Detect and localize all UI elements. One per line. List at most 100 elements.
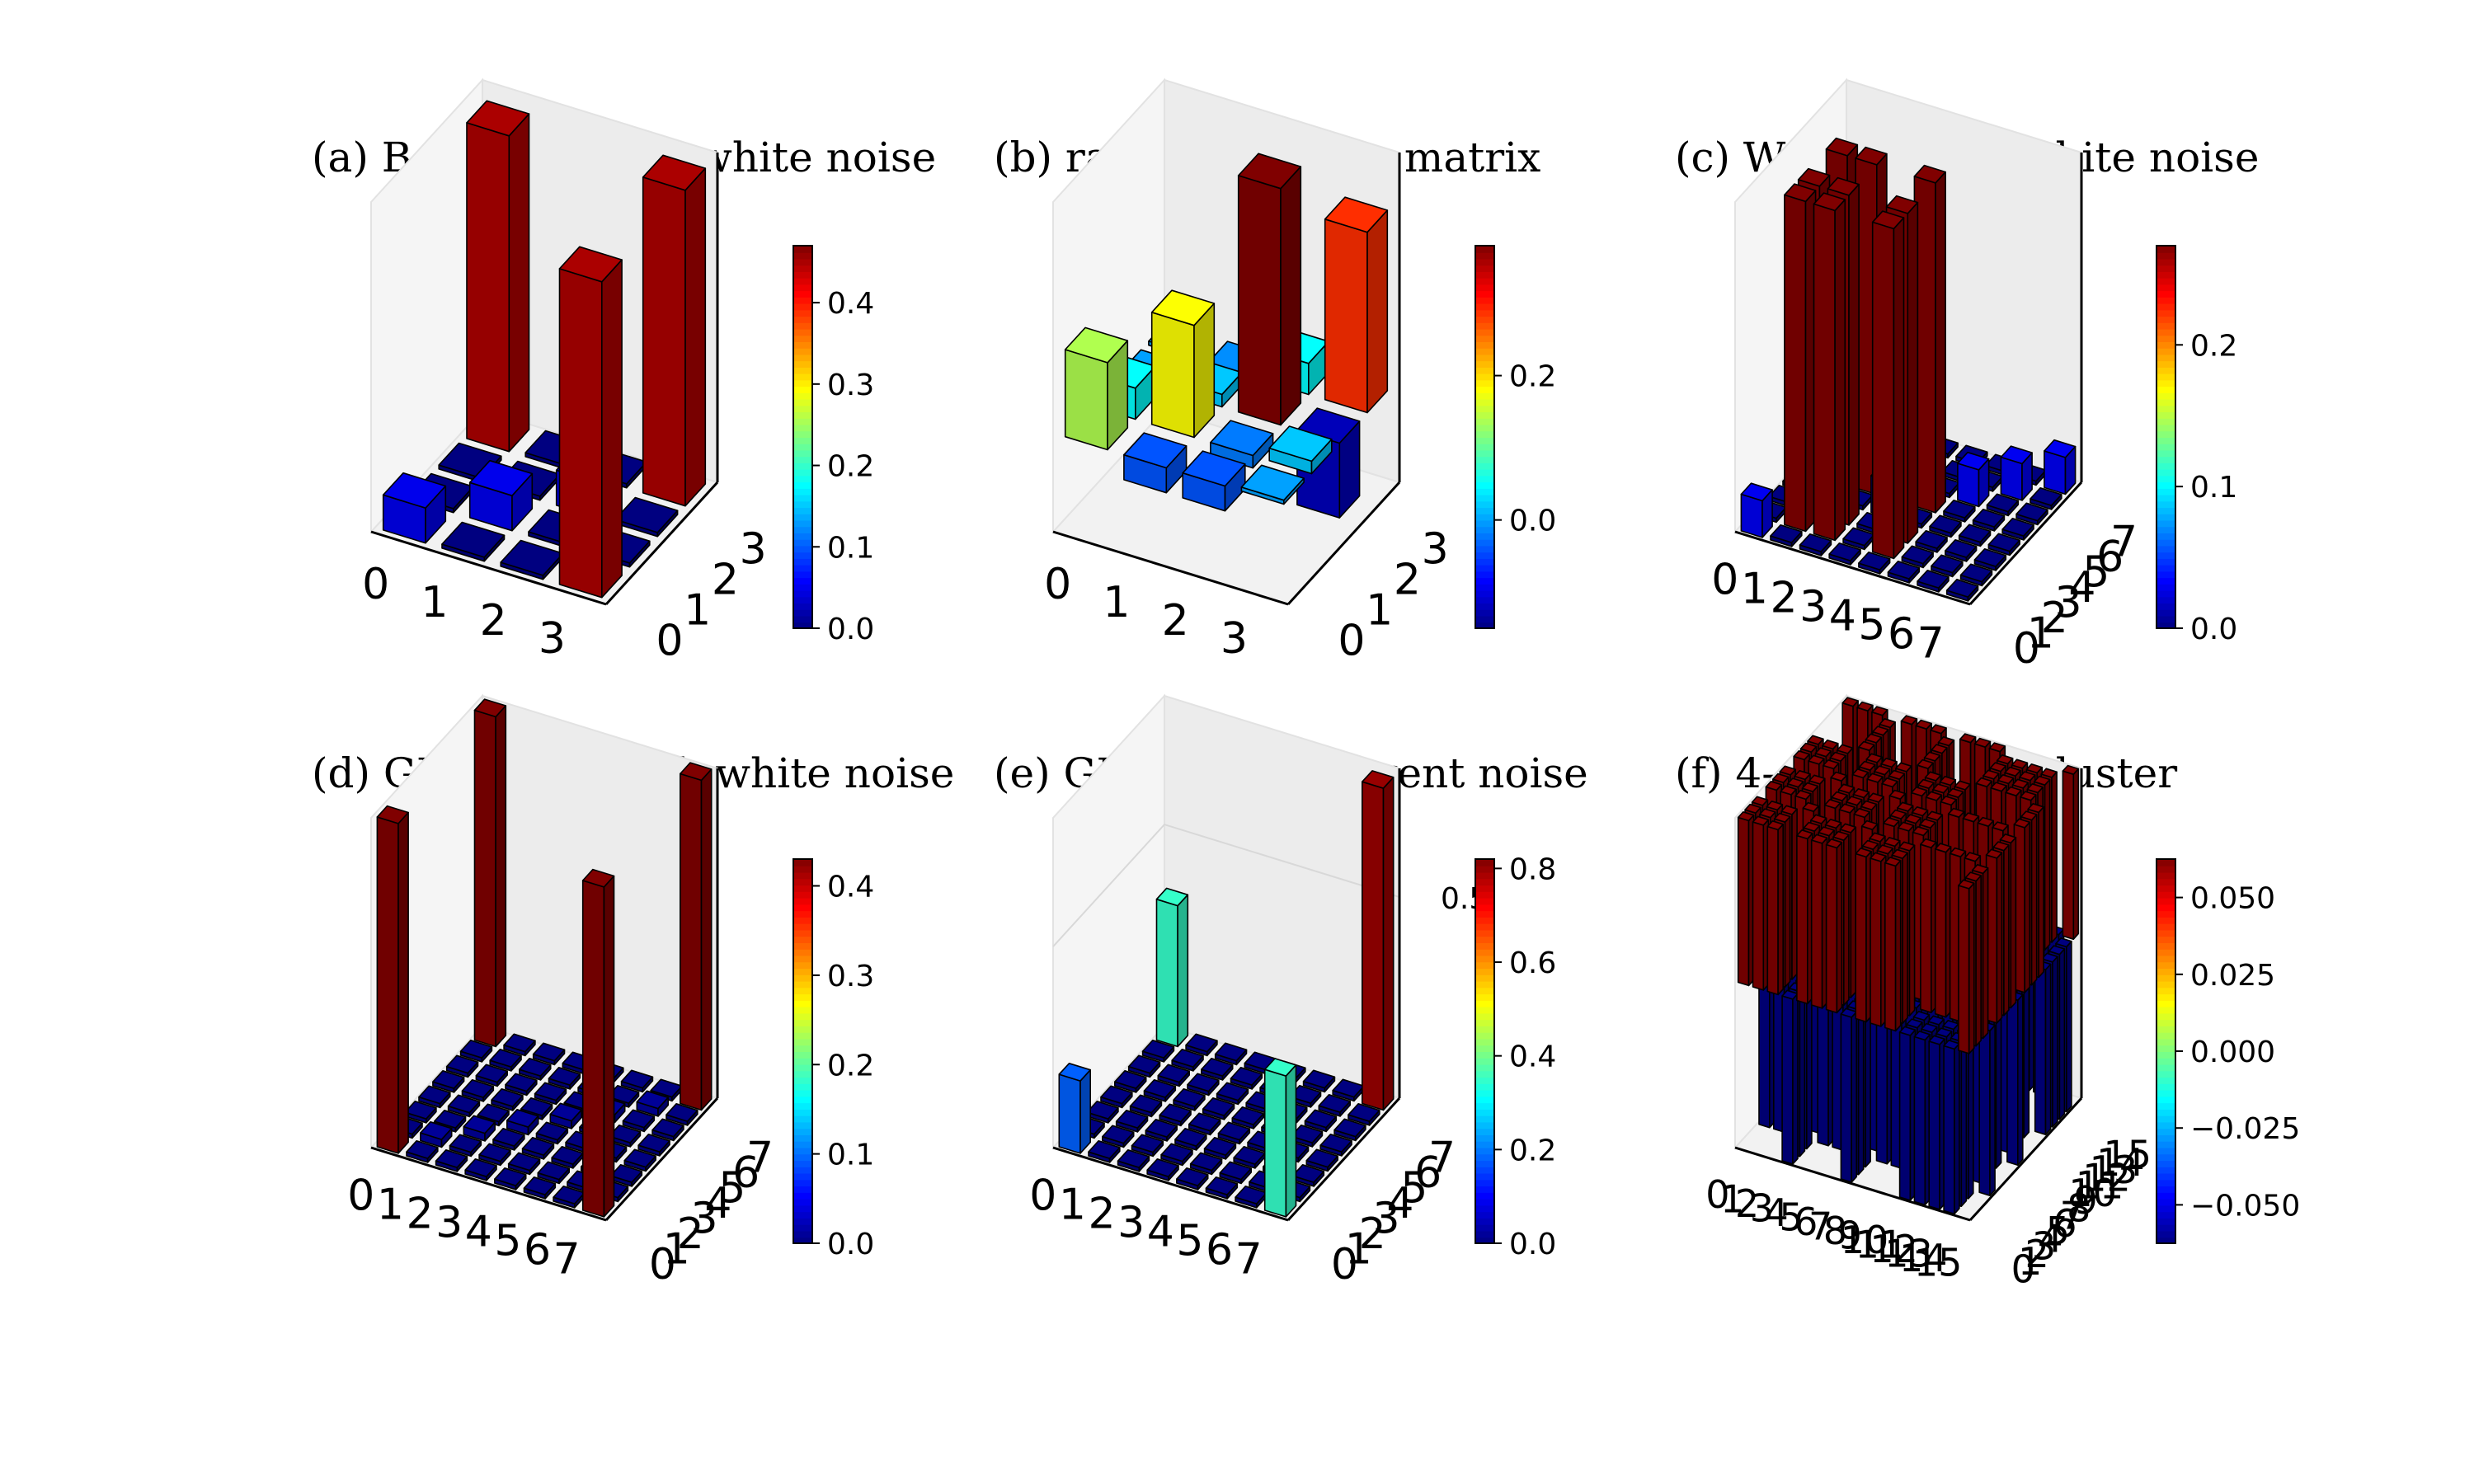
bar-top-face (1333, 1118, 1366, 1138)
colorbar-segment (793, 322, 812, 330)
colorbar-segment (793, 468, 812, 477)
bar-top-face (433, 1110, 467, 1129)
bar-top-face (477, 1103, 510, 1123)
bar-top-face (1929, 514, 1962, 534)
colorbar-segment (2157, 1172, 2175, 1181)
bar (1201, 1058, 1234, 1081)
bar-top-face (491, 1088, 524, 1107)
bar-top-face (1201, 1058, 1234, 1077)
colorbar-segment (2157, 424, 2175, 432)
bar-top-face (1102, 1125, 1135, 1144)
bar-top-face (1779, 765, 1796, 776)
colorbar-segment (1475, 859, 1494, 866)
bar-top-face (1822, 739, 1839, 750)
bar-top-face (1898, 1026, 1917, 1036)
x-tick-label: 2 (1089, 1190, 1116, 1239)
colorbar-segment (1475, 608, 1494, 617)
bar-top-face (2001, 517, 2034, 537)
colorbar-segment (1475, 1198, 1494, 1206)
bar-top-face (1989, 762, 2006, 773)
colorbar-segment (2157, 1186, 2175, 1193)
colorbar-segment (793, 923, 812, 931)
colorbar-segment (2157, 322, 2175, 330)
bar-side-face (2044, 963, 2052, 1135)
bar-top-face (1808, 754, 1825, 765)
colorbar-segment (793, 552, 812, 559)
bar-top-face (548, 1067, 581, 1086)
bar (1188, 1112, 1221, 1136)
bar-top-face (1217, 1121, 1251, 1141)
y-tick-label: 6 (732, 1148, 760, 1198)
colorbar-segment (2157, 443, 2175, 451)
bar-top-face (1990, 782, 2007, 792)
bar-top-face (523, 1176, 557, 1195)
colorbar-frame (1475, 858, 1495, 1244)
bar-front-face (1913, 1036, 1926, 1206)
y-tick-label: 6 (1414, 1148, 1442, 1198)
bar-top-face (1982, 769, 2000, 780)
bar (1915, 529, 1948, 553)
x-tick-label: 11 (1856, 1222, 1904, 1266)
bar-front-face (1943, 1045, 1955, 1215)
bar (548, 1067, 581, 1090)
colorbar-segment (793, 859, 812, 866)
y-tick-label: 4 (1386, 1179, 1413, 1228)
colorbar-segment (793, 277, 812, 285)
bar-side-face (2066, 941, 2072, 1113)
bar-top-face (623, 1148, 657, 1168)
colorbar-segment (1475, 1045, 1494, 1052)
colorbar-segment (1475, 392, 1494, 400)
colorbar-segment (793, 942, 812, 950)
bar-top-face (463, 1115, 496, 1134)
x-tick-label: 5 (1779, 1195, 1803, 1239)
colorbar-segment (793, 1186, 812, 1193)
colorbar-segment (793, 270, 812, 279)
colorbar-segment (793, 577, 812, 585)
x-tick-label: 1 (377, 1181, 404, 1230)
bar-front-face (1870, 857, 1882, 1027)
colorbar-segment (793, 929, 812, 937)
colorbar-segment (2157, 552, 2175, 559)
bar (1855, 848, 1872, 1023)
bar (1171, 1049, 1204, 1072)
y-tick-label: 3 (1373, 1194, 1400, 1243)
colorbar-segment (1475, 942, 1494, 950)
bar-top-face (1949, 847, 1967, 857)
colorbar-segment (793, 1012, 812, 1021)
x-tick-label: 4 (1829, 592, 1856, 641)
colorbar-segment (2157, 386, 2175, 393)
colorbar-segment (1475, 1186, 1494, 1193)
bar-top-face (1803, 821, 1821, 833)
colorbar-segment (1475, 987, 1494, 995)
colorbar-segment (793, 386, 812, 393)
bar-top-face (1871, 706, 1888, 716)
colorbar-segment (1475, 1172, 1494, 1181)
colorbar: 0.0 0.2 (1475, 245, 1556, 629)
bar-top-face (1823, 758, 1840, 770)
y-tick-label: 15 (2104, 1133, 2152, 1177)
bar-front-face (473, 709, 496, 1048)
bar-top-face (1906, 1018, 1923, 1029)
colorbar-segment (1475, 1147, 1494, 1155)
bar-top-face (1182, 450, 1246, 487)
colorbar-segment (2157, 1211, 2175, 1219)
bar-top-face (2030, 486, 2062, 506)
bar-top-face (2027, 802, 2044, 814)
x-tick-label: 6 (1888, 610, 1915, 660)
bar-top-face (1932, 783, 1950, 794)
bar-top-face (1810, 814, 1827, 824)
y-tick-label: 4 (2039, 1216, 2062, 1261)
colorbar-segment (1475, 980, 1494, 989)
x-tick-label: 3 (1750, 1186, 1774, 1230)
x-tick-label: 14 (1899, 1236, 1948, 1280)
bar-top-face (1917, 569, 1950, 589)
colorbar-segment (793, 1057, 812, 1065)
bar (2062, 764, 2080, 940)
colorbar-segment (2157, 270, 2175, 279)
colorbar-segment (1475, 603, 1494, 610)
colorbar-segment (2157, 405, 2175, 413)
colorbar-segment (793, 1102, 812, 1110)
bar (418, 1085, 451, 1109)
colorbar-segment (2157, 1051, 2175, 1059)
bar (493, 1167, 527, 1190)
